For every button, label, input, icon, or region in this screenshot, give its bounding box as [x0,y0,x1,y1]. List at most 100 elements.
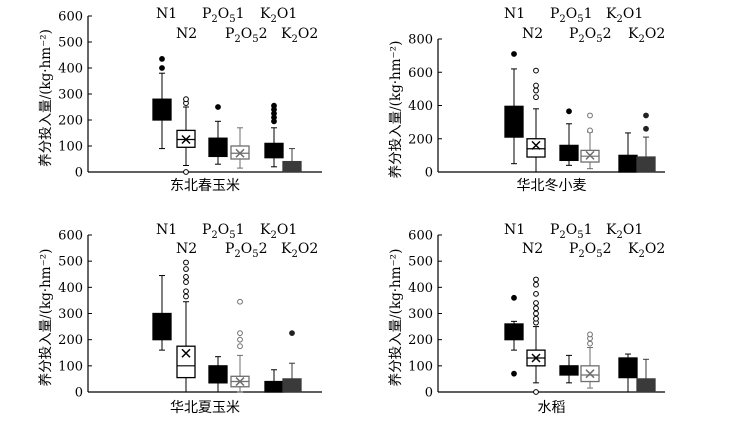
outlier-point [643,112,649,119]
box-N2 [176,259,196,393]
mean-marker [181,134,191,145]
box-body [208,365,228,384]
series-label-P2O52: P2O52 [569,241,612,260]
y-tick-label: 0 [75,386,83,401]
box-N1 [504,51,524,165]
series-label-K2O2: K2O2 [281,26,318,45]
series-label-N2: N2 [176,26,197,42]
box-body [636,378,656,393]
outlier-point [566,108,572,115]
box-N1 [152,275,172,351]
y-tick-label: 100 [58,140,83,155]
box-K2O1 [618,353,638,393]
box-K2O1 [618,132,638,173]
outlier-point [511,51,517,57]
x-axis-label: 水稻 [538,400,566,416]
y-tick-label: 0 [75,166,83,181]
mean-marker [235,377,245,387]
y-tick-label: 400 [58,62,83,77]
mean-marker [181,348,191,358]
outlier-point [183,169,189,175]
box-P2O51 [208,356,228,393]
outlier-point [533,82,539,89]
series-label-P2O51: P2O51 [202,6,245,25]
y-tick-label: 200 [408,333,433,348]
box-body [152,312,172,341]
series-label-P2O52: P2O52 [225,26,268,45]
series-label-P2O52: P2O52 [569,26,612,45]
y-tick-label: 500 [58,36,83,51]
outlier-point [533,310,539,317]
outlier-point [533,281,539,288]
y-tick-label: 600 [58,10,83,25]
outlier-point [533,87,539,94]
y-tick-label: 800 [408,33,433,48]
outlier-point [643,125,649,132]
box-body [176,345,196,379]
series-label-K2O1: K2O1 [606,6,643,25]
series-label-P2O51: P2O51 [550,6,593,25]
series-label-K2O1: K2O1 [260,222,297,241]
outlier-point [183,96,189,103]
outlier-point [587,331,593,338]
box-body [264,142,284,159]
outlier-point [237,343,243,350]
y-tick-label: 100 [58,359,83,374]
series-label-K2O2: K2O2 [628,241,665,260]
box-K2O2 [282,330,302,393]
y-tick-label: 400 [58,281,83,296]
box-body [264,380,284,393]
outlier-point [533,94,539,101]
box-N2 [176,96,196,175]
x-axis-label: 东北春玉米 [170,178,240,194]
box-body [504,323,524,341]
outlier-point [533,67,539,74]
y-tick-label: 200 [58,114,83,129]
box-body [559,144,579,162]
y-tick-label: 300 [58,88,83,103]
outlier-point [587,127,593,134]
box-N2 [526,67,546,173]
box-body [636,156,656,173]
panel-north-summer-maize: 0 100 200 300 400 500 600 养分投入量/(kg·hm⁻²) 华北夏玉米 N… [38,222,322,416]
series-label-N1: N1 [504,222,525,238]
outlier-point [237,298,243,305]
box-P2O52 [580,331,600,389]
series-label-K2O2: K2O2 [628,26,665,45]
box-body [559,365,579,376]
outlier-point [183,273,189,280]
outlier-point [183,266,189,272]
box-N1 [504,294,524,377]
box-P2O52 [230,127,250,169]
outlier-point [183,288,189,295]
outlier-point [183,259,189,266]
outlier-point [511,370,517,377]
outlier-point [237,330,243,337]
box-K2O1 [264,102,284,168]
y-tick-label: 600 [408,66,433,81]
mean-marker [531,353,541,363]
box-P2O51 [208,104,228,165]
box-body [618,357,638,379]
outlier-point [533,300,539,306]
outlier-point [215,104,221,110]
box-P2O52 [580,112,600,170]
box-body [152,98,172,121]
y-tick-label: 500 [408,255,433,270]
outlier-point [533,315,539,322]
box-N2 [526,276,546,395]
series-label-N2: N2 [176,241,197,257]
x-axis-label: 华北冬小麦 [517,178,587,194]
svg-text:养分投入量/(kg·hm⁻²): 养分投入量/(kg·hm⁻²) [388,41,404,179]
series-label-K2O1: K2O1 [606,222,643,241]
svg-text:养分投入量/(kg·hm⁻²): 养分投入量/(kg·hm⁻²) [38,249,54,387]
series-label-N1: N1 [504,6,525,22]
svg-text:养分投入量/(kg·hm⁻²): 养分投入量/(kg·hm⁻²) [388,249,404,387]
panel-rice: 0 100 200 300 400 500 600 养分投入量/(kg·hm⁻²) 水稻 N1 N2… [388,222,665,416]
outlier-point [587,340,593,347]
outlier-point [511,294,517,301]
y-tick-label: 400 [408,99,433,114]
series-label-N1: N1 [156,6,177,22]
box-N1 [152,56,172,150]
